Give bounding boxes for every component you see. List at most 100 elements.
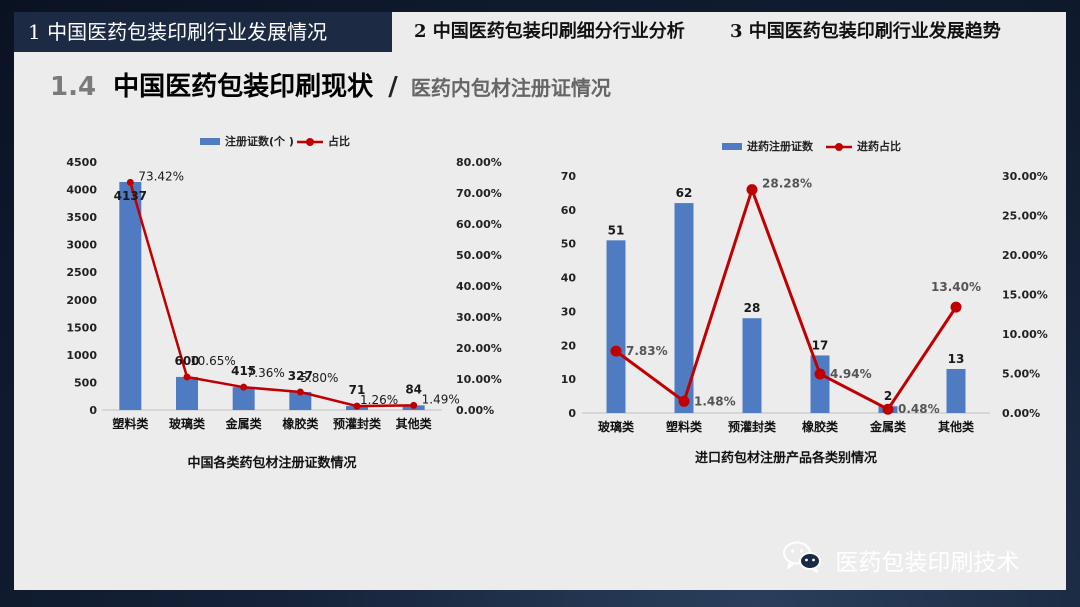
watermark-text: 医药包装印刷技术 xyxy=(835,550,1020,576)
tab-segment-analysis[interactable]: 2 中国医药包装印刷细分行业分析 xyxy=(414,21,685,42)
chart1-y-right-tick-label: 10.00% xyxy=(456,373,502,386)
chart1-ratio-label-4: 5.80% xyxy=(300,371,338,385)
chart1-y-right-tick-label: 40.00% xyxy=(456,280,502,293)
chart2-ratio-label-3: 28.28% xyxy=(762,177,812,191)
section-subtitle: 医药内包材注册证情况 xyxy=(410,76,611,100)
chart1-ratio-point-2 xyxy=(183,373,191,381)
chart1-y-right-tick-label: 50.00% xyxy=(456,249,502,262)
chart1-legend-line-label: 占比 xyxy=(328,134,350,148)
chart1-y-right-tick-label: 80.00% xyxy=(456,156,502,169)
chart1-ratio-line xyxy=(129,182,414,408)
chart2-y-left-tick-label: 40 xyxy=(561,272,577,285)
chart2-legend-line-marker xyxy=(835,143,843,151)
chart1-y-left-tick-label: 3500 xyxy=(66,211,97,224)
chart2-ratio-point-3 xyxy=(746,184,758,196)
tab-development-trend[interactable]: 3 中国医药包装印刷行业发展趋势 xyxy=(730,21,1001,42)
chart1-ratio-point-3 xyxy=(240,383,248,391)
chart2-bar-label-6: 13 xyxy=(948,352,965,366)
chart1-bar-label-2: 600 xyxy=(174,354,199,368)
chart1-category-label-5: 预灌封类 xyxy=(333,416,382,431)
chart1-legend-line-marker xyxy=(306,138,314,146)
chart1-ratio-label-2: 10.65% xyxy=(190,354,236,368)
chart1-y-right-tick-label: 30.00% xyxy=(456,311,502,324)
section-number: 1.4 xyxy=(50,72,97,102)
chart2-y-right-tick-label: 0.00% xyxy=(1002,407,1040,420)
chart2-bar-2 xyxy=(674,203,694,413)
chart1-y-right-tick-label: 60.00% xyxy=(456,218,502,231)
chart1-y-right-tick-label: 20.00% xyxy=(456,342,502,355)
chart1-category-label-4: 橡胶类 xyxy=(282,416,319,431)
chart1-y-right-tick-label: 70.00% xyxy=(456,187,502,200)
chart2-y-left-tick-label: 50 xyxy=(561,238,577,251)
chart2-ratio-line xyxy=(615,184,958,412)
chart2-category-label-1: 玻璃类 xyxy=(598,419,635,434)
chart2-category-label-6: 其他类 xyxy=(938,419,975,434)
chart2-category-label-5: 金属类 xyxy=(869,419,907,434)
chart2-ratio-point-4 xyxy=(814,368,826,380)
chart1-y-left-tick-label: 4000 xyxy=(66,184,97,197)
chart1-y-left-tick-label: 4500 xyxy=(66,156,97,169)
chart1-bar-label-3: 415 xyxy=(231,364,256,378)
chart2-ratio-point-5 xyxy=(882,403,894,415)
chart2-y-right-tick-label: 10.00% xyxy=(1002,328,1048,341)
chart2-ratio-label-1: 7.83% xyxy=(626,344,668,358)
chart1-y-left-tick-label: 2500 xyxy=(66,266,97,279)
chart1-ratio-point-1 xyxy=(126,178,134,186)
chart2-y-left-tick-label: 60 xyxy=(561,204,577,217)
chart2-legend-line-label: 进药占比 xyxy=(857,139,901,153)
chart2-category-label-2: 塑料类 xyxy=(666,419,703,434)
chart1-bar-4 xyxy=(289,391,312,410)
chart2-y-left-tick-label: 10 xyxy=(561,373,577,386)
chart1-ratio-point-5 xyxy=(353,402,361,410)
chart2-chart-title: 进口药包材注册产品各类别情况 xyxy=(695,450,877,466)
chart2-y-right-tick-label: 25.00% xyxy=(1002,210,1048,223)
tab-development-status[interactable]: 1 中国医药包装印刷行业发展情况 xyxy=(14,12,392,52)
section-title: 中国医药包装印刷现状 xyxy=(113,72,374,102)
chart2-y-right-tick-label: 15.00% xyxy=(1002,289,1048,302)
chart2-y-right-tick-label: 5.00% xyxy=(1002,368,1040,381)
chart2-bar-label-3: 28 xyxy=(744,301,761,315)
chart1-bar-label-6: 84 xyxy=(405,382,422,396)
chart2-y-left-tick-label: 0 xyxy=(568,407,576,420)
chart1-category-label-3: 金属类 xyxy=(225,416,263,431)
title-separator: / xyxy=(388,72,398,102)
chart2-ratio-label-4: 4.94% xyxy=(830,367,872,381)
chart1-category-label-2: 玻璃类 xyxy=(169,416,206,431)
chart1-bar-label-5: 71 xyxy=(349,383,366,397)
chart1-y-left-tick-label: 500 xyxy=(74,376,97,389)
chart1-y-left-tick-label: 3000 xyxy=(66,239,97,252)
chart2-bar-label-5: 2 xyxy=(884,389,892,403)
chart1-ratio-label-1: 73.42% xyxy=(138,169,184,183)
chart1-bar-2 xyxy=(176,376,198,410)
chart1-y-right-tick-label: 0.00% xyxy=(456,404,494,417)
chart2-y-right-tick-label: 30.00% xyxy=(1002,170,1048,183)
chart2-bar-label-2: 62 xyxy=(676,186,693,200)
chart2-bar-6 xyxy=(946,368,966,413)
chart1-y-left-tick-label: 2000 xyxy=(66,294,97,307)
chart2-bar-1 xyxy=(606,240,626,413)
chart2-category-label-3: 预灌封类 xyxy=(728,419,777,434)
chart2-category-label-4: 橡胶类 xyxy=(802,419,839,434)
chart1-ratio-point-4 xyxy=(296,388,304,396)
chart1-bar-label-1: 4137 xyxy=(114,189,147,203)
chart2-bar-4 xyxy=(810,355,830,413)
chart2-legend-bar-swatch xyxy=(722,143,742,150)
chart2-y-right-tick-label: 20.00% xyxy=(1002,249,1048,262)
chart1-ratio-point-6 xyxy=(410,401,418,409)
chart1-bar-label-4: 327 xyxy=(288,369,313,383)
chart1-bar-3 xyxy=(232,387,255,410)
chart1-legend-bar-label: 注册证数(个 ) xyxy=(225,134,294,148)
chart1-y-left-tick-label: 1500 xyxy=(66,321,97,334)
chart2-ratio-point-6 xyxy=(950,301,962,313)
chart2-ratio-label-5: 0.48% xyxy=(898,402,940,416)
chart2-y-left-tick-label: 20 xyxy=(561,339,577,352)
page-title: 1.4 中国医药包装印刷现状 / 医药内包材注册证情况 xyxy=(50,66,611,106)
chart2-legend-bar-label: 进药注册证数 xyxy=(747,139,814,153)
chart2-bar-label-4: 17 xyxy=(812,338,829,352)
wechat-icon xyxy=(782,540,822,587)
chart2-bar-label-1: 51 xyxy=(608,223,625,237)
chart1-category-label-1: 塑料类 xyxy=(112,416,149,431)
chart2-bar-3 xyxy=(742,318,762,413)
chart2-y-left-tick-label: 70 xyxy=(561,170,577,183)
